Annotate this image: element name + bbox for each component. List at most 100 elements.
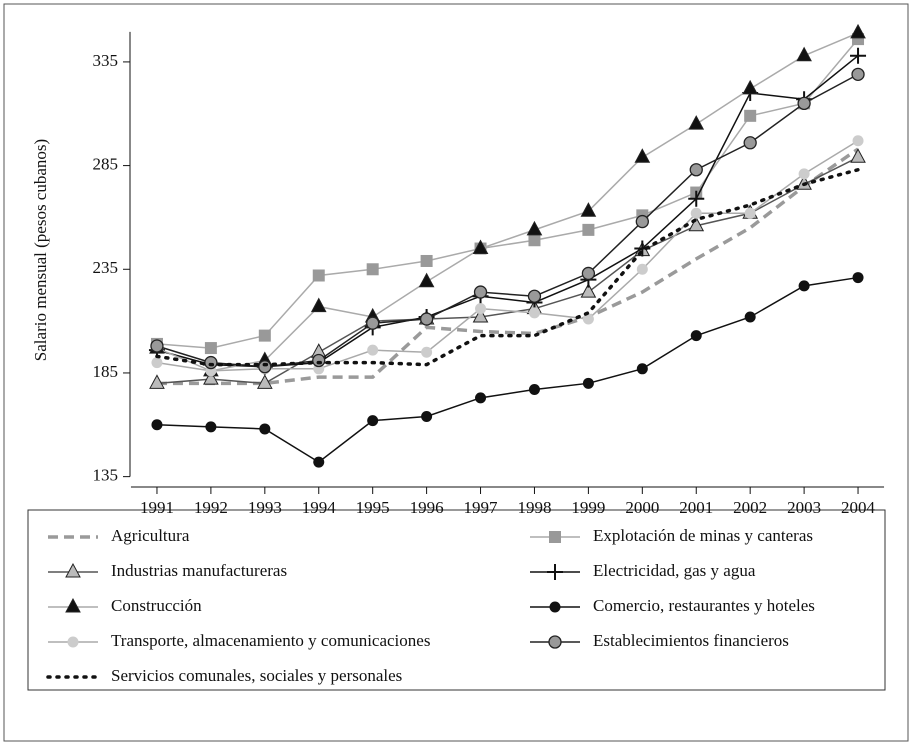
- marker: [312, 353, 326, 368]
- marker: [527, 289, 542, 303]
- marker: [472, 239, 489, 255]
- marker: [850, 148, 866, 163]
- legend-label: Electricidad, gas y agua: [593, 561, 756, 580]
- marker: [366, 316, 380, 330]
- marker: [580, 202, 597, 217]
- series-line: [156, 276, 859, 464]
- legend-label: Comercio, restaurantes y hoteles: [593, 596, 815, 615]
- marker: [367, 415, 379, 427]
- marker: [744, 311, 756, 323]
- x-tick-label: 1997: [464, 498, 499, 517]
- marker: [688, 216, 705, 232]
- marker: [65, 562, 81, 578]
- marker: [418, 272, 435, 288]
- x-tick-label: 1995: [356, 498, 390, 517]
- marker: [475, 303, 487, 315]
- legend-label: Industrias manufactureras: [111, 561, 287, 580]
- marker: [258, 329, 271, 342]
- x-tick-label: 1992: [194, 498, 228, 517]
- marker: [421, 410, 433, 422]
- x-tick-label: 1999: [571, 498, 605, 517]
- legend-label: Construcción: [111, 596, 202, 615]
- marker: [635, 214, 649, 229]
- marker: [636, 363, 648, 375]
- y-tick-label: 135: [93, 466, 119, 485]
- marker: [151, 419, 163, 431]
- legend-label: Transporte, almacenamiento y comunicacio…: [111, 631, 430, 650]
- marker: [419, 312, 434, 326]
- marker: [744, 109, 757, 122]
- marker: [150, 339, 164, 353]
- legend-label: Explotación de minas y canteras: [593, 526, 813, 545]
- marker: [204, 355, 218, 370]
- marker: [582, 377, 594, 389]
- marker: [851, 67, 865, 82]
- marker: [582, 313, 594, 325]
- y-tick-label: 285: [93, 154, 119, 173]
- x-tick-label: 1998: [517, 498, 551, 517]
- marker: [421, 346, 433, 358]
- legend-box: [27, 509, 886, 691]
- series-line: [155, 167, 860, 367]
- legend-label: Establecimientos financieros: [593, 631, 789, 650]
- marker: [258, 360, 272, 374]
- marker: [151, 357, 163, 369]
- marker: [548, 635, 562, 649]
- marker: [688, 190, 705, 207]
- x-tick-label: 2004: [841, 498, 876, 517]
- series-line: [156, 156, 859, 385]
- x-tick-label: 2002: [733, 498, 767, 517]
- x-tick-label: 2003: [787, 498, 821, 517]
- marker: [149, 374, 165, 389]
- marker: [549, 601, 561, 613]
- y-tick-label: 335: [93, 51, 119, 70]
- marker: [850, 47, 867, 64]
- marker: [420, 254, 433, 267]
- x-tick-label: 1994: [302, 498, 337, 517]
- marker: [798, 168, 810, 180]
- legend-label: Agricultura: [111, 526, 190, 545]
- frame: [3, 3, 909, 742]
- marker: [528, 307, 540, 319]
- marker: [689, 163, 703, 177]
- marker: [256, 374, 273, 389]
- marker: [797, 96, 811, 111]
- marker: [547, 564, 563, 580]
- marker: [203, 370, 219, 385]
- marker: [313, 456, 325, 468]
- marker: [580, 283, 597, 298]
- marker: [526, 220, 543, 236]
- marker: [744, 207, 756, 219]
- marker: [67, 636, 79, 648]
- marker: [366, 263, 379, 276]
- marker: [473, 285, 488, 299]
- marker: [742, 79, 759, 95]
- series-line: [156, 140, 859, 372]
- marker: [310, 297, 327, 313]
- x-tick-label: 1991: [140, 498, 174, 517]
- marker: [636, 263, 648, 275]
- marker: [475, 392, 487, 404]
- marker: [205, 421, 217, 433]
- marker: [688, 115, 705, 130]
- marker: [634, 148, 651, 163]
- x-tick-label: 1993: [248, 498, 282, 517]
- marker: [852, 135, 864, 147]
- marker: [852, 272, 864, 284]
- marker: [259, 423, 271, 435]
- marker: [743, 136, 757, 150]
- marker: [367, 344, 379, 356]
- y-tick-label: 235: [93, 258, 119, 277]
- marker: [528, 384, 540, 396]
- marker: [581, 266, 596, 281]
- x-tick-label: 2001: [679, 498, 713, 517]
- y-tick-label: 185: [93, 362, 119, 381]
- marker: [528, 234, 541, 247]
- marker: [798, 280, 810, 292]
- marker: [312, 269, 325, 282]
- legend-label: Servicios comunales, sociales y personal…: [111, 666, 402, 685]
- series-line: [156, 147, 860, 386]
- x-tick-label: 1996: [410, 498, 444, 517]
